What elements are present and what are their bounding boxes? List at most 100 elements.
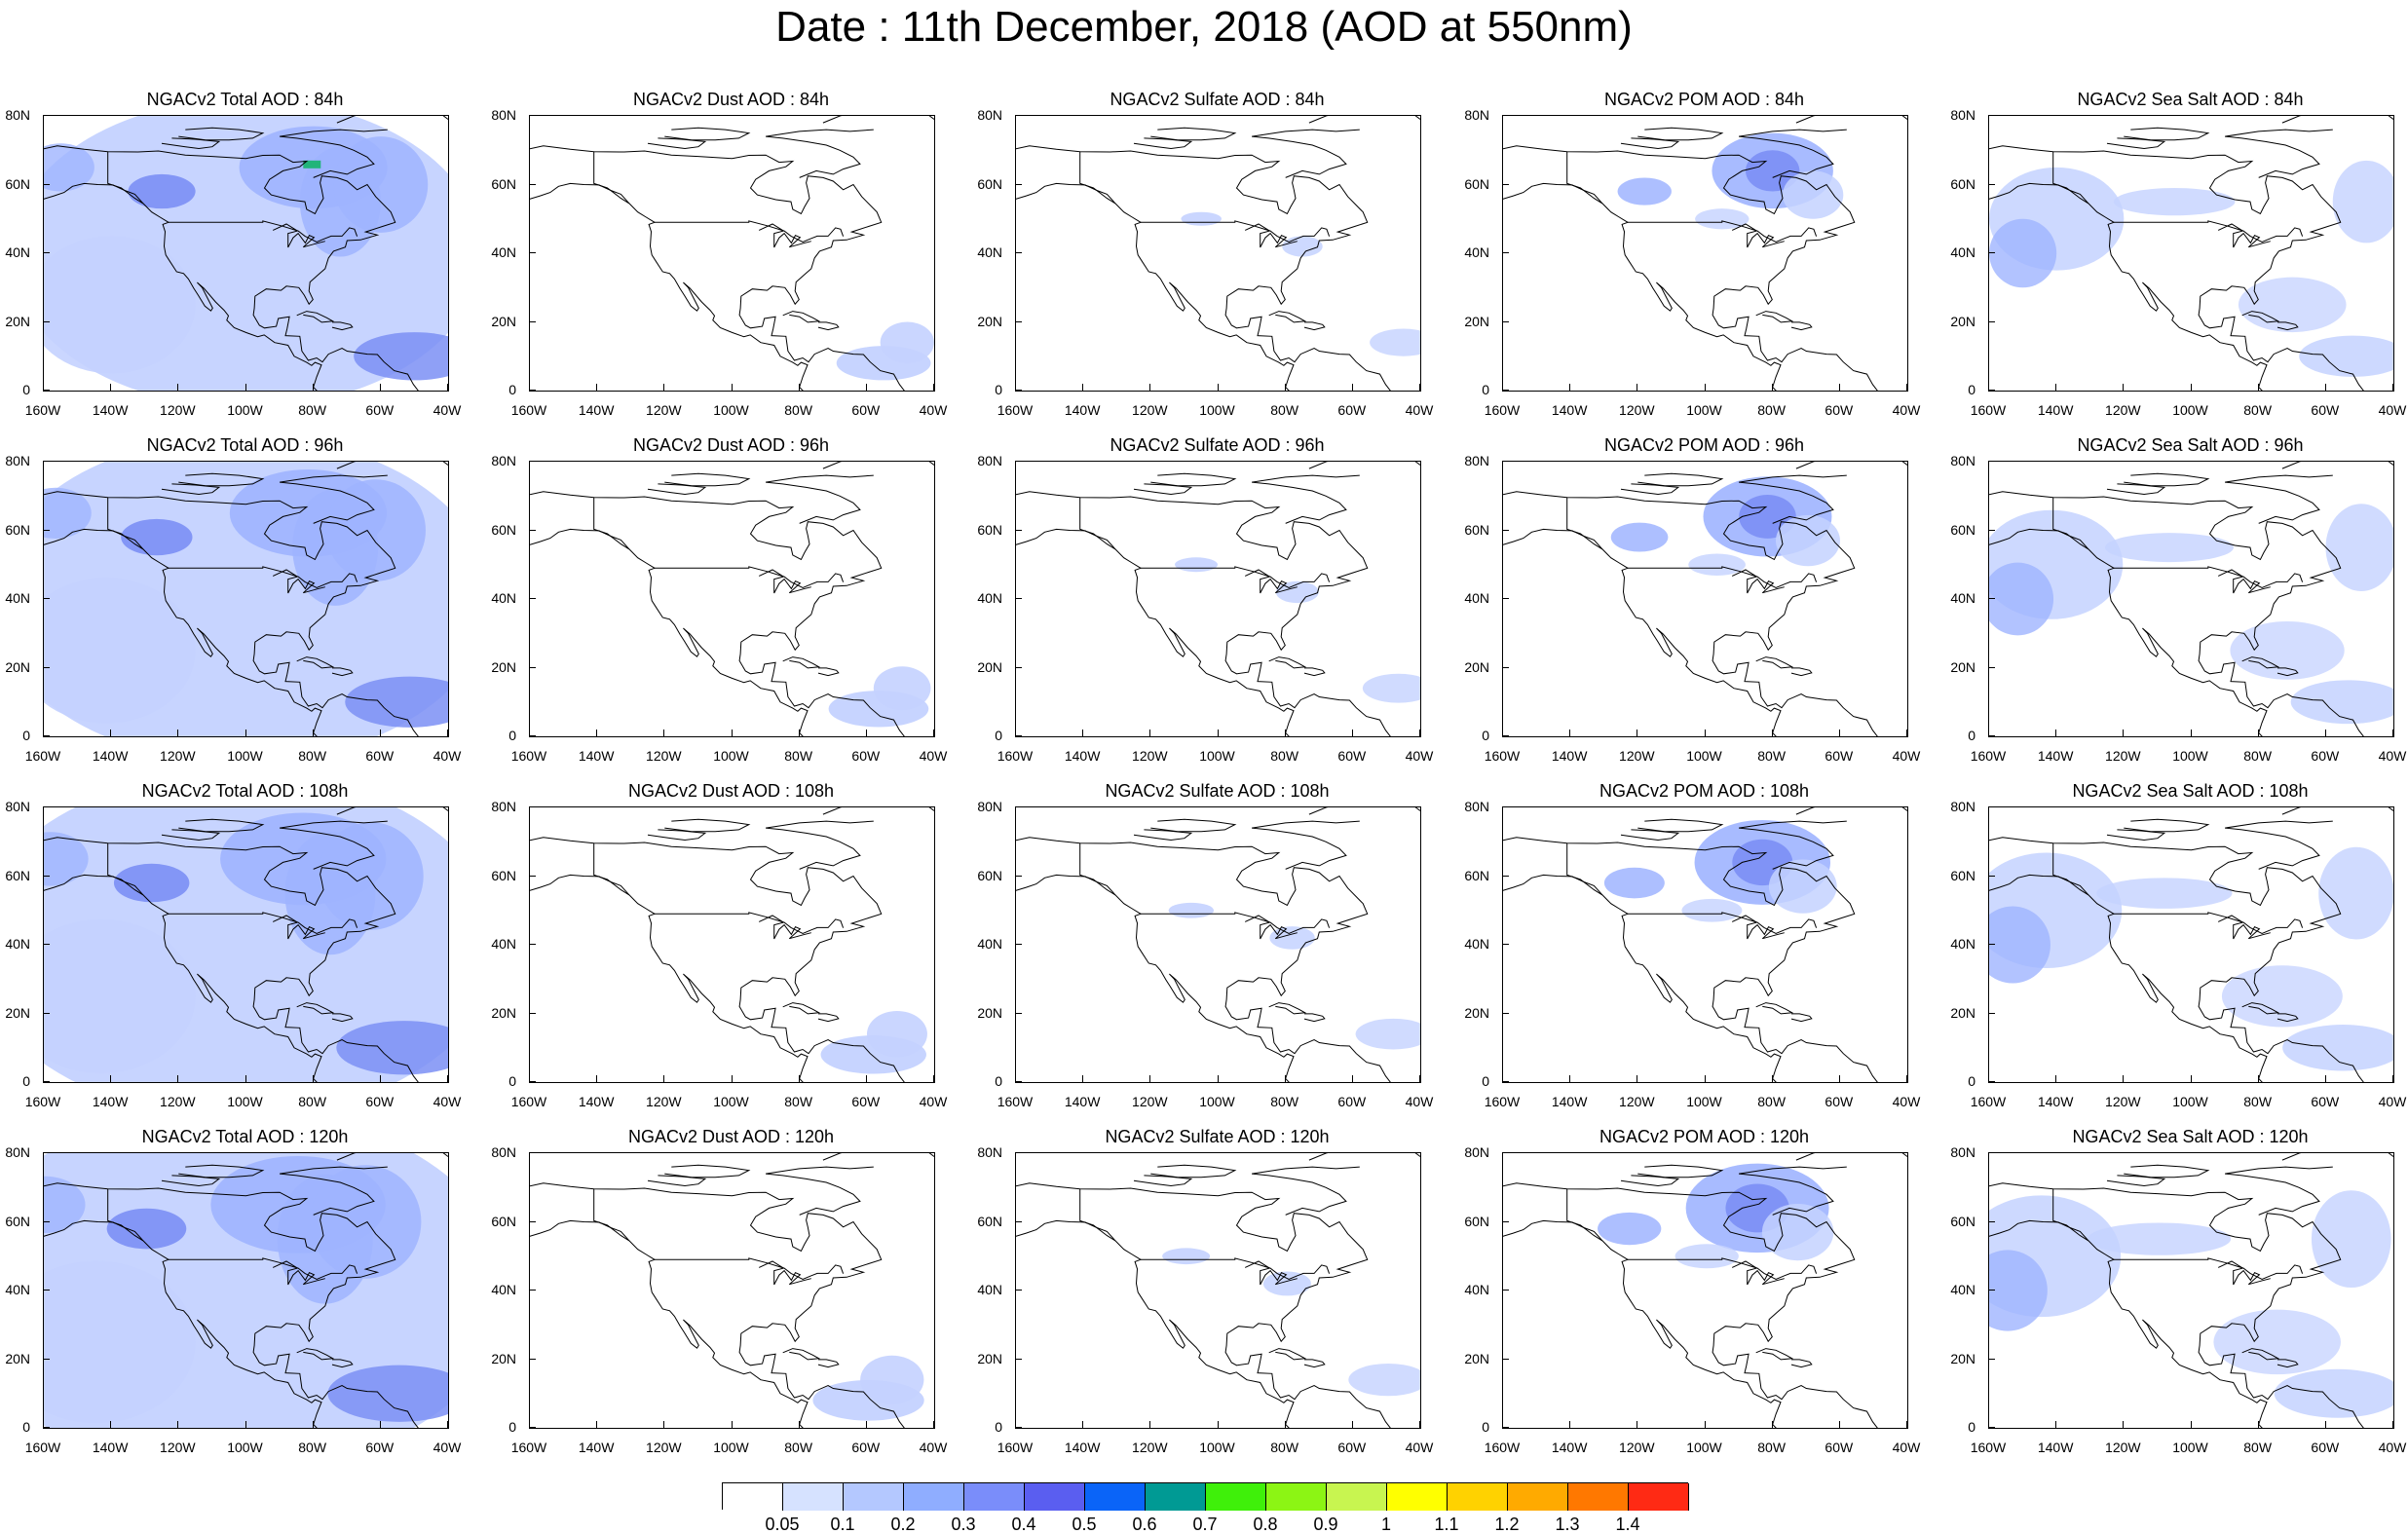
lat-tick-label: 60N <box>1464 521 1489 538</box>
lat-tick-label: 40N <box>1950 590 1975 606</box>
coastline <box>1503 837 1878 1082</box>
lon-tick-mark <box>2324 384 2326 391</box>
lat-tick-label: 0 <box>1482 728 1489 743</box>
lat-tick-mark <box>43 1081 50 1082</box>
coastline <box>1620 137 1680 150</box>
lat-tick-label: 80N <box>5 1144 30 1160</box>
lon-tick-label: 60W <box>1337 1094 1367 1109</box>
lon-tick-mark <box>1351 1421 1353 1428</box>
lat-tick-label: 40N <box>1464 244 1489 260</box>
lon-tick-mark <box>865 730 867 736</box>
coastline <box>1566 1188 1603 1242</box>
coastline <box>1079 1188 1116 1242</box>
lat-tick-label: 0 <box>22 728 30 743</box>
coastline <box>178 127 265 141</box>
lon-tick-label: 100W <box>1686 748 1722 764</box>
lon-tick-label: 80W <box>298 748 327 764</box>
map-panel-dust-84h: NGACv2 Dust AOD : 84h 0 20N 40N 60N 80N 160W 14… <box>491 90 947 418</box>
colorbar-swatch <box>1448 1483 1508 1511</box>
aod-plume <box>2299 335 2393 377</box>
aod-plume <box>2311 1190 2391 1289</box>
coastline <box>664 1164 751 1179</box>
lon-tick-label: 140W <box>1551 402 1588 418</box>
lon-tick-label: 80W <box>1757 1440 1787 1455</box>
coastline <box>1739 129 1847 178</box>
aod-plume <box>1746 150 1800 192</box>
aod-plume <box>1610 522 1669 552</box>
lat-tick-mark <box>529 183 536 185</box>
panel-title: NGACv2 Dust AOD : 84h <box>632 90 830 109</box>
lon-tick-label: 160W <box>997 1440 1034 1455</box>
aod-map <box>1989 116 2393 391</box>
coastline <box>336 807 448 815</box>
lat-tick-label: 20N <box>1464 1004 1489 1021</box>
map-panel-total-84h: NGACv2 Total AOD : 84h 0 20N 40N 60N 80N 160W 1… <box>5 90 461 418</box>
lat-tick-label: 20N <box>491 1350 516 1366</box>
aod-plume <box>327 1365 448 1422</box>
lat-tick-label: 80N <box>491 453 516 468</box>
coastline <box>2276 1013 2299 1023</box>
lon-tick-label: 160W <box>24 1440 61 1455</box>
lon-tick-mark <box>663 384 665 391</box>
lon-tick-mark <box>1149 730 1151 736</box>
lat-tick-label: 40N <box>5 1282 30 1297</box>
lon-tick-mark <box>1569 730 1571 736</box>
lat-tick-label: 40N <box>977 936 1002 952</box>
panel-title: NGACv2 Sea Salt AOD : 96h <box>2077 435 2304 455</box>
coastline <box>1268 311 1307 323</box>
coastline <box>107 497 144 550</box>
aod-plume <box>1370 328 1420 356</box>
lat-tick-mark <box>1988 598 1995 599</box>
map-panel-seasalt-96h: NGACv2 Sea Salt AOD : 96h 0 20N 40N 60N 80N 16… <box>1950 435 2406 764</box>
lon-tick-mark <box>731 1421 733 1428</box>
colorbar-label: 0.7 <box>1192 1515 1218 1534</box>
lon-tick-label: 80W <box>784 1440 813 1455</box>
aod-plume <box>1761 1203 1834 1261</box>
lon-tick-mark <box>43 1421 44 1428</box>
lon-tick-mark <box>1771 1075 1773 1082</box>
lon-tick-mark <box>447 1421 448 1428</box>
coastline <box>272 1260 325 1286</box>
lat-tick-label: 40N <box>1950 244 1975 260</box>
lon-tick-mark <box>1217 730 1219 736</box>
lon-tick-label: 40W <box>433 1440 462 1455</box>
coastline <box>1252 820 1360 870</box>
coastline <box>530 874 809 1082</box>
lat-tick-label: 80N <box>5 107 30 123</box>
map-frame <box>529 806 935 1083</box>
lat-tick-label: 60N <box>977 867 1002 883</box>
lon-tick-label: 120W <box>160 748 196 764</box>
lat-tick-label: 20N <box>5 313 30 329</box>
lat-tick-mark <box>1015 875 1022 877</box>
lon-tick-label: 140W <box>1551 1440 1588 1455</box>
lon-tick-mark <box>312 1421 314 1428</box>
lon-tick-label: 60W <box>1825 748 1854 764</box>
lat-tick-mark <box>1015 1358 1022 1360</box>
lat-tick-mark <box>1015 1427 1022 1428</box>
lat-tick-label: 60N <box>1464 175 1489 192</box>
lon-tick-label: 60W <box>1337 1440 1367 1455</box>
lat-tick-label: 20N <box>1950 313 1975 329</box>
coastline <box>817 321 840 331</box>
lon-tick-mark <box>1351 730 1353 736</box>
lon-tick-mark <box>1082 384 1084 391</box>
coastline <box>1790 1013 1813 1023</box>
lon-tick-label: 120W <box>2105 1440 2141 1455</box>
coastline <box>2241 1002 2280 1015</box>
lat-tick-mark <box>529 252 536 253</box>
coastline <box>107 842 144 896</box>
coastline <box>161 1175 221 1187</box>
lon-tick-mark <box>2055 1075 2057 1082</box>
coastline <box>1079 151 1116 205</box>
coastline <box>530 182 809 391</box>
coastline <box>1133 829 1193 842</box>
coastline <box>758 915 811 940</box>
coastline <box>1989 837 2364 1082</box>
lon-tick-label: 80W <box>784 402 813 418</box>
coastline <box>1133 483 1193 496</box>
coastline <box>1016 145 1391 391</box>
coastline <box>1308 462 1420 469</box>
lat-tick-mark <box>43 252 50 253</box>
aod-plume <box>128 173 196 209</box>
lat-tick-mark <box>1502 390 1509 391</box>
